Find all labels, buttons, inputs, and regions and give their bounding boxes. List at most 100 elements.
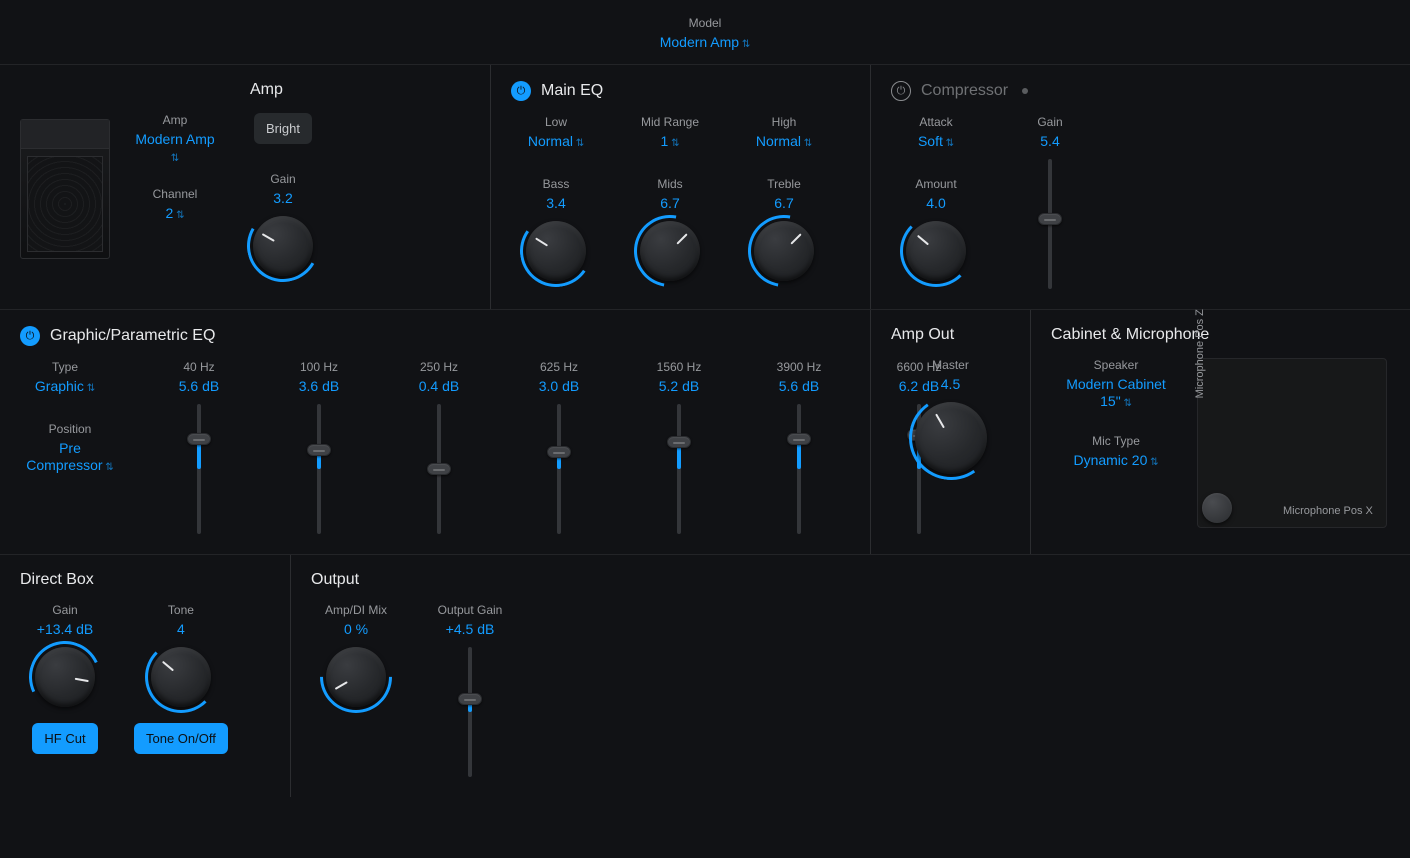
compressor-title: Compressor [921,82,1008,100]
mids-label: Mids [657,177,682,191]
eq-band-slider[interactable] [307,404,331,534]
amount-value: 4.0 [926,195,945,211]
amp-image [20,119,110,259]
amount-label: Amount [915,177,956,191]
master-label: Master [932,358,969,372]
eq-band-value: 5.6 dB [179,378,219,394]
bass-label: Bass [543,177,570,191]
out-gain-slider[interactable] [458,647,482,777]
mic-position-puck[interactable] [1202,493,1232,523]
eq-mid-label: Mid Range [641,115,699,129]
gpeq-position-label: Position [49,422,92,436]
channel-label: Channel [153,187,198,201]
mids-value: 6.7 [660,195,679,211]
db-gain-label: Gain [52,603,77,617]
eq-high-select[interactable]: Normal [756,133,812,149]
eq-low-label: Low [545,115,567,129]
attack-select[interactable]: Soft [918,133,954,149]
comp-gain-label: Gain [1037,115,1062,129]
ampout-title: Amp Out [891,326,954,344]
comp-gain-slider[interactable] [1038,159,1062,289]
gpeq-type-select[interactable]: Graphic [35,378,95,394]
amp-title: Amp [250,81,283,99]
channel-select[interactable]: 2 [166,205,185,221]
bright-toggle[interactable]: Bright [254,113,312,144]
db-tone-value: 4 [177,621,185,637]
comp-gain-value: 5.4 [1040,133,1059,149]
eq-band-label: 40 Hz [183,360,214,374]
model-label: Model [0,16,1410,30]
eq-band-slider[interactable] [667,404,691,534]
mids-knob[interactable] [640,221,700,281]
bass-value: 3.4 [546,195,565,211]
hf-cut-toggle[interactable]: HF Cut [32,723,97,754]
db-tone-knob[interactable] [151,647,211,707]
eq-band-1: 100 Hz3.6 dB [274,360,364,534]
cabinet-title: Cabinet & Microphone [1051,326,1209,344]
eq-band-slider[interactable] [547,404,571,534]
eq-band-slider[interactable] [187,404,211,534]
eq-band-4: 1560 Hz 5.2 dB [634,360,724,534]
eq-band-label: 100 Hz [300,360,338,374]
output-title: Output [311,571,359,589]
gpeq-section: ⏻ Graphic/Parametric EQ Type Graphic Pos… [0,310,870,554]
mic-x-label: Microphone Pos X [1283,505,1373,517]
treble-value: 6.7 [774,195,793,211]
eq-band-label: 3900 Hz [777,360,822,374]
eq-band-slider[interactable] [787,404,811,534]
eq-band-slider[interactable] [427,404,451,534]
gpeq-position-select[interactable]: Pre Compressor [20,440,120,474]
model-select[interactable]: Modern Amp [660,34,751,50]
main-eq-section: ⏻ Main EQ Low Normal Bass 3.4 [490,65,870,309]
gpeq-type-label: Type [52,360,78,374]
tone-onoff-toggle[interactable]: Tone On/Off [134,723,228,754]
gain-value: 3.2 [273,190,292,206]
db-tone-label: Tone [168,603,194,617]
compressor-status-dot [1022,88,1028,94]
mix-knob[interactable] [326,647,386,707]
treble-knob[interactable] [754,221,814,281]
eq-band-value: 3.0 dB [539,378,579,394]
db-gain-value: +13.4 dB [37,621,93,637]
eq-band-label: 1560 Hz [657,360,702,374]
mictype-select[interactable]: Dynamic 20 [1073,452,1158,468]
bass-knob[interactable] [526,221,586,281]
master-value: 4.5 [941,376,960,392]
eq-band-value: 5.6 dB [779,378,819,394]
eq-mid-select[interactable]: 1 [661,133,680,149]
cabinet-section: Cabinet & Microphone Speaker Modern Cabi… [1030,310,1410,554]
main-eq-title: Main EQ [541,82,603,100]
eq-band-0: 40 Hz 5.6 dB [154,360,244,534]
mic-z-label: Microphone Pos Z [1194,309,1206,398]
db-gain-knob[interactable] [35,647,95,707]
mix-label: Amp/DI Mix [325,603,387,617]
speaker-select[interactable]: Modern Cabinet 15" [1056,376,1176,410]
gain-knob[interactable] [253,216,313,276]
main-eq-power[interactable]: ⏻ [511,81,531,101]
amp-select-label: Amp [163,113,188,127]
eq-band-label: 625 Hz [540,360,578,374]
output-section: Output Amp/DI Mix 0 % Output Gain +4.5 d… [290,555,1410,797]
compressor-power[interactable]: ⏻ [891,81,911,101]
gpeq-title: Graphic/Parametric EQ [50,327,215,345]
gpeq-power[interactable]: ⏻ [20,326,40,346]
mic-pad[interactable]: Microphone Pos X Microphone Pos Z [1197,358,1387,528]
master-knob[interactable] [915,402,987,474]
eq-band-value: 5.2 dB [659,378,699,394]
out-gain-label: Output Gain [438,603,503,617]
attack-label: Attack [919,115,952,129]
amp-select[interactable]: Modern Amp [130,131,220,165]
directbox-section: Direct Box Gain +13.4 dB HF Cut Tone 4 [0,555,290,797]
amount-knob[interactable] [906,221,966,281]
gain-label: Gain [270,172,295,186]
eq-high-label: High [772,115,797,129]
eq-band-2: 250 Hz0.4 dB [394,360,484,534]
eq-band-5: 3900 Hz 5.6 dB [754,360,844,534]
amp-section: Amp Amp Modern Amp Channel 2 [0,65,490,309]
eq-band-label: 250 Hz [420,360,458,374]
speaker-label: Speaker [1094,358,1139,372]
out-gain-value: +4.5 dB [446,621,495,637]
eq-low-select[interactable]: Normal [528,133,584,149]
ampout-section: Amp Out Master 4.5 [870,310,1030,554]
treble-label: Treble [767,177,801,191]
